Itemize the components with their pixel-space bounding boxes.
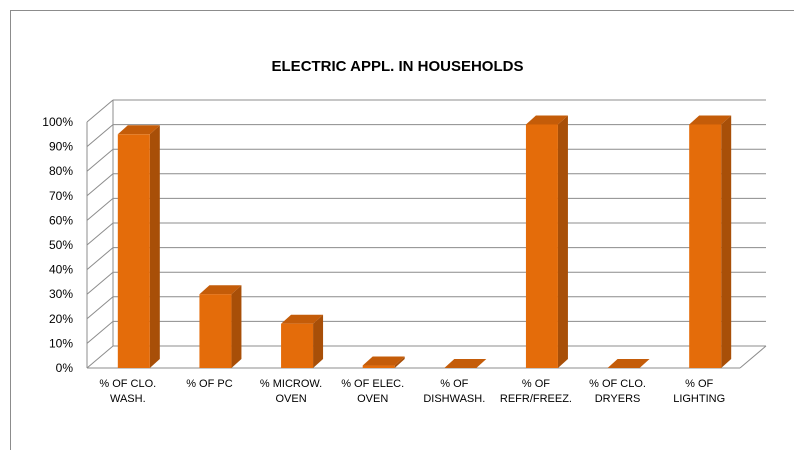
- y-tick-label: 20%: [49, 312, 73, 326]
- gridline-depth: [86, 247, 114, 270]
- bar-top: [199, 285, 242, 295]
- bar: [117, 134, 150, 368]
- bar: [362, 365, 395, 368]
- y-tick-label: 0%: [56, 361, 74, 375]
- x-tick-label: % OF CLO. WASH.: [99, 378, 156, 405]
- x-tick-label-line: % OF: [685, 378, 713, 390]
- gridline-depth: [86, 321, 114, 344]
- y-tick-label: 60%: [49, 213, 73, 227]
- y-tick-label: 70%: [49, 189, 73, 203]
- x-tick-label-line: % OF ELEC.: [341, 378, 404, 390]
- gridline-depth: [86, 148, 114, 172]
- bar-side: [557, 115, 568, 369]
- x-tick-label: % OF ELEC. OVEN: [341, 378, 404, 405]
- y-tick-label: 90%: [49, 140, 73, 154]
- x-tick-label-line: LIGHTING: [673, 393, 725, 405]
- x-tick-label: % OF PC: [186, 378, 233, 390]
- x-tick-label: % OF LIGHTING: [673, 378, 725, 405]
- gridline-depth: [86, 99, 114, 123]
- x-tick-label-line: % OF CLO.: [589, 378, 646, 390]
- bar-side: [721, 115, 732, 369]
- gridline-depth: [86, 271, 114, 295]
- gridline-depth: [86, 222, 114, 246]
- bar-top: [362, 356, 405, 366]
- bar: [525, 124, 558, 369]
- bar-top: [444, 359, 487, 368]
- gridline-depth: [86, 173, 114, 197]
- bar-top: [281, 314, 324, 324]
- gridline-depth: [86, 296, 114, 320]
- gridline-depth: [86, 198, 114, 221]
- x-tick-label: % OF REFR/FREEZ.: [500, 378, 572, 405]
- x-tick-label-line: % OF PC: [186, 378, 233, 390]
- y-tick-label: 30%: [49, 287, 73, 301]
- gridline-depth: [86, 124, 114, 147]
- x-tick-label-line: DISHWASH.: [423, 393, 485, 405]
- x-tick-label-line: % OF CLO.: [99, 378, 156, 390]
- x-tick-label-line: OVEN: [357, 393, 388, 405]
- x-tick-label: % OF DISHWASH.: [423, 378, 485, 405]
- x-tick-label: % MICROW. OVEN: [260, 378, 322, 405]
- chart-frame: [10, 10, 794, 450]
- y-tick-label: 80%: [49, 164, 73, 178]
- bar-top: [117, 125, 160, 135]
- bar-side: [394, 356, 405, 368]
- bar: [281, 323, 314, 368]
- bar: [199, 294, 232, 368]
- floor-edge: [739, 345, 767, 369]
- y-tick-label: 40%: [49, 263, 73, 277]
- x-tick-label-line: DRYERS: [595, 393, 641, 405]
- gridline-depth: [86, 345, 114, 369]
- bar-top: [607, 359, 650, 368]
- x-tick-label-line: OVEN: [275, 393, 306, 405]
- chart-title: ELECTRIC APPL. IN HOUSEHOLDS: [271, 58, 524, 75]
- x-tick-label-line: % OF: [522, 378, 550, 390]
- y-tick-label: 10%: [49, 336, 73, 350]
- x-tick-label-line: WASH.: [110, 393, 146, 405]
- bar-side: [149, 125, 160, 368]
- y-tick-label: 100%: [42, 115, 73, 129]
- x-tick-label-line: % OF: [440, 378, 468, 390]
- bar-side: [313, 314, 324, 368]
- x-tick-label: % OF CLO. DRYERS: [589, 378, 646, 405]
- y-tick-label: 50%: [49, 238, 73, 252]
- bar-top: [689, 115, 732, 125]
- x-tick-label-line: REFR/FREEZ.: [500, 393, 572, 405]
- x-tick-label-line: % MICROW.: [260, 378, 322, 390]
- bar-side: [231, 285, 242, 368]
- bar-top: [525, 115, 568, 125]
- bar: [689, 124, 722, 369]
